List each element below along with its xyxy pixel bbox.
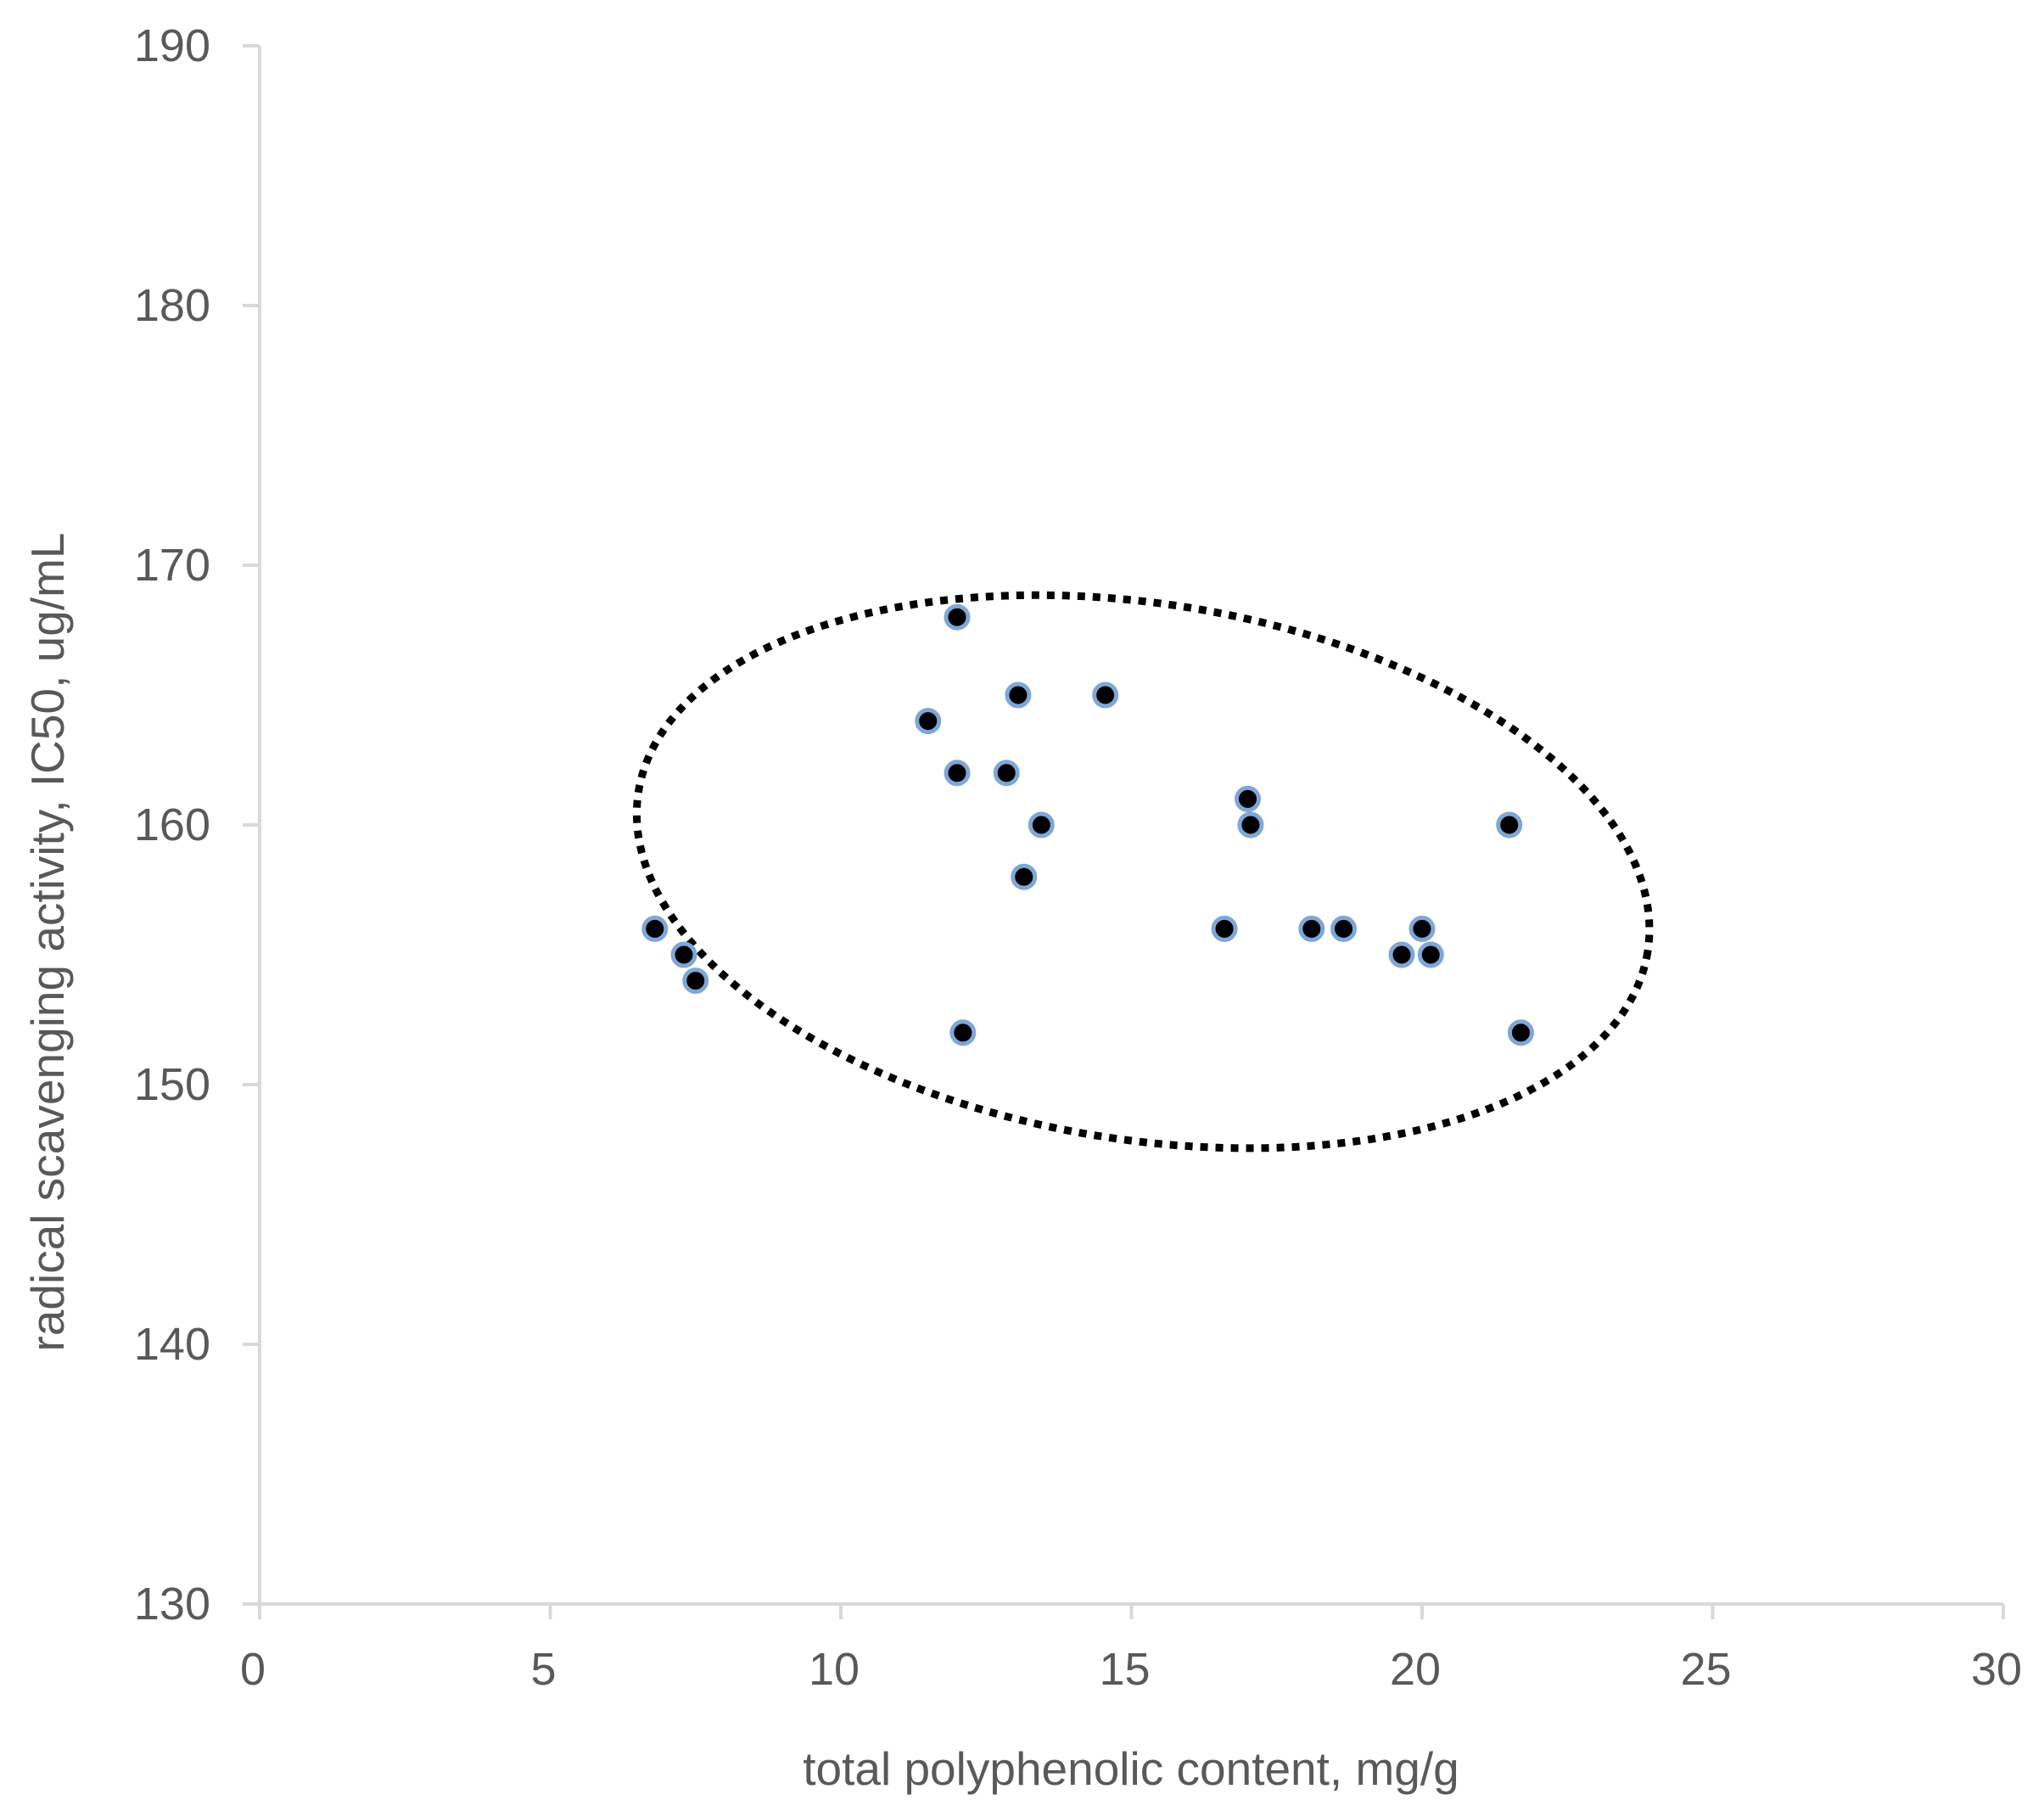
- x-tick-label: 10: [809, 1644, 860, 1695]
- y-tick-label: 160: [134, 799, 210, 850]
- x-tick-label: 5: [530, 1644, 556, 1695]
- data-point: [1417, 941, 1444, 968]
- x-tick-label: 20: [1390, 1644, 1441, 1695]
- x-tick-label: 0: [240, 1644, 266, 1695]
- data-point: [1507, 1019, 1534, 1046]
- data-point: [1092, 681, 1119, 709]
- y-tick-label: 130: [134, 1579, 210, 1629]
- x-tick-label: 25: [1680, 1644, 1731, 1695]
- x-axis-ticks: 0 5 10 15 20 25 30: [240, 1604, 2022, 1695]
- data-point: [1011, 863, 1038, 890]
- y-tick-label: 150: [134, 1059, 210, 1110]
- data-point: [1298, 915, 1325, 942]
- x-axis-title: total polyphenolic content, mg/g: [803, 1742, 1459, 1795]
- y-axis-title: radical scavenging activity, IC50, ug/mL: [21, 533, 74, 1352]
- plot-area: 130 140 150 160 170 180 190 0 5 10 15 20 25 30: [134, 20, 2022, 1695]
- data-point: [1408, 915, 1436, 942]
- data-point: [915, 708, 942, 735]
- data-point: [1005, 681, 1032, 709]
- data-point: [1388, 941, 1415, 968]
- data-point: [993, 760, 1020, 787]
- data-point: [1211, 915, 1238, 942]
- dotted-ellipse-annotation: [632, 591, 1654, 1153]
- data-point: [949, 1019, 977, 1046]
- x-tick-label: 30: [1971, 1644, 2022, 1695]
- data-point: [641, 915, 669, 942]
- data-point: [944, 603, 971, 631]
- data-point: [1235, 785, 1261, 812]
- data-point: [670, 941, 697, 968]
- data-points: [641, 603, 1534, 1046]
- data-point: [1028, 811, 1055, 838]
- data-point: [1496, 811, 1523, 838]
- data-point: [944, 760, 971, 787]
- y-axis-ticks: 130 140 150 160 170 180 190: [134, 20, 260, 1629]
- y-tick-label: 190: [134, 20, 210, 71]
- x-tick-label: 15: [1099, 1644, 1150, 1695]
- data-point: [682, 968, 709, 995]
- y-tick-label: 170: [134, 540, 210, 591]
- annotation-layer: [632, 591, 1654, 1153]
- data-point: [1330, 915, 1358, 942]
- y-tick-label: 180: [134, 280, 210, 331]
- data-point: [1237, 811, 1264, 838]
- y-tick-label: 140: [134, 1319, 210, 1370]
